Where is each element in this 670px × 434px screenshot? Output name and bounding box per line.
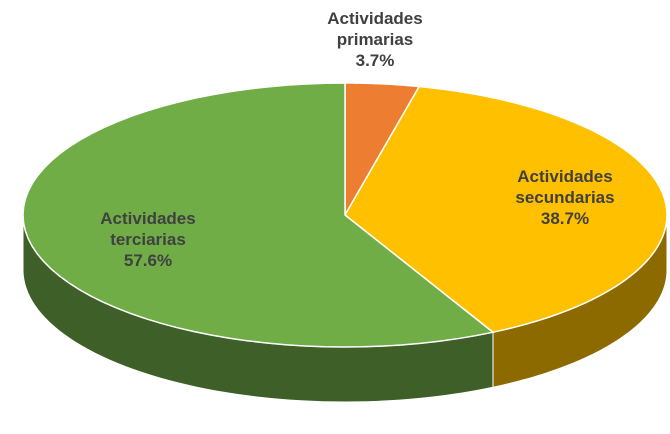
value-label: 3.7% bbox=[355, 51, 395, 70]
category-label: Actividades primarias bbox=[327, 9, 423, 49]
category-label: Actividades secundarias bbox=[515, 167, 615, 207]
data-label: Actividades secundarias 38.7% bbox=[500, 166, 630, 229]
value-label: 57.6% bbox=[123, 251, 173, 270]
data-label: Actividades primarias 3.7% bbox=[310, 8, 440, 71]
data-label: Actividades terciarias 57.6% bbox=[83, 208, 213, 271]
slice bbox=[344, 85, 668, 334]
value-label: 38.7% bbox=[540, 209, 590, 228]
category-label: Actividades terciarias bbox=[100, 209, 196, 249]
slice bbox=[22, 82, 495, 348]
